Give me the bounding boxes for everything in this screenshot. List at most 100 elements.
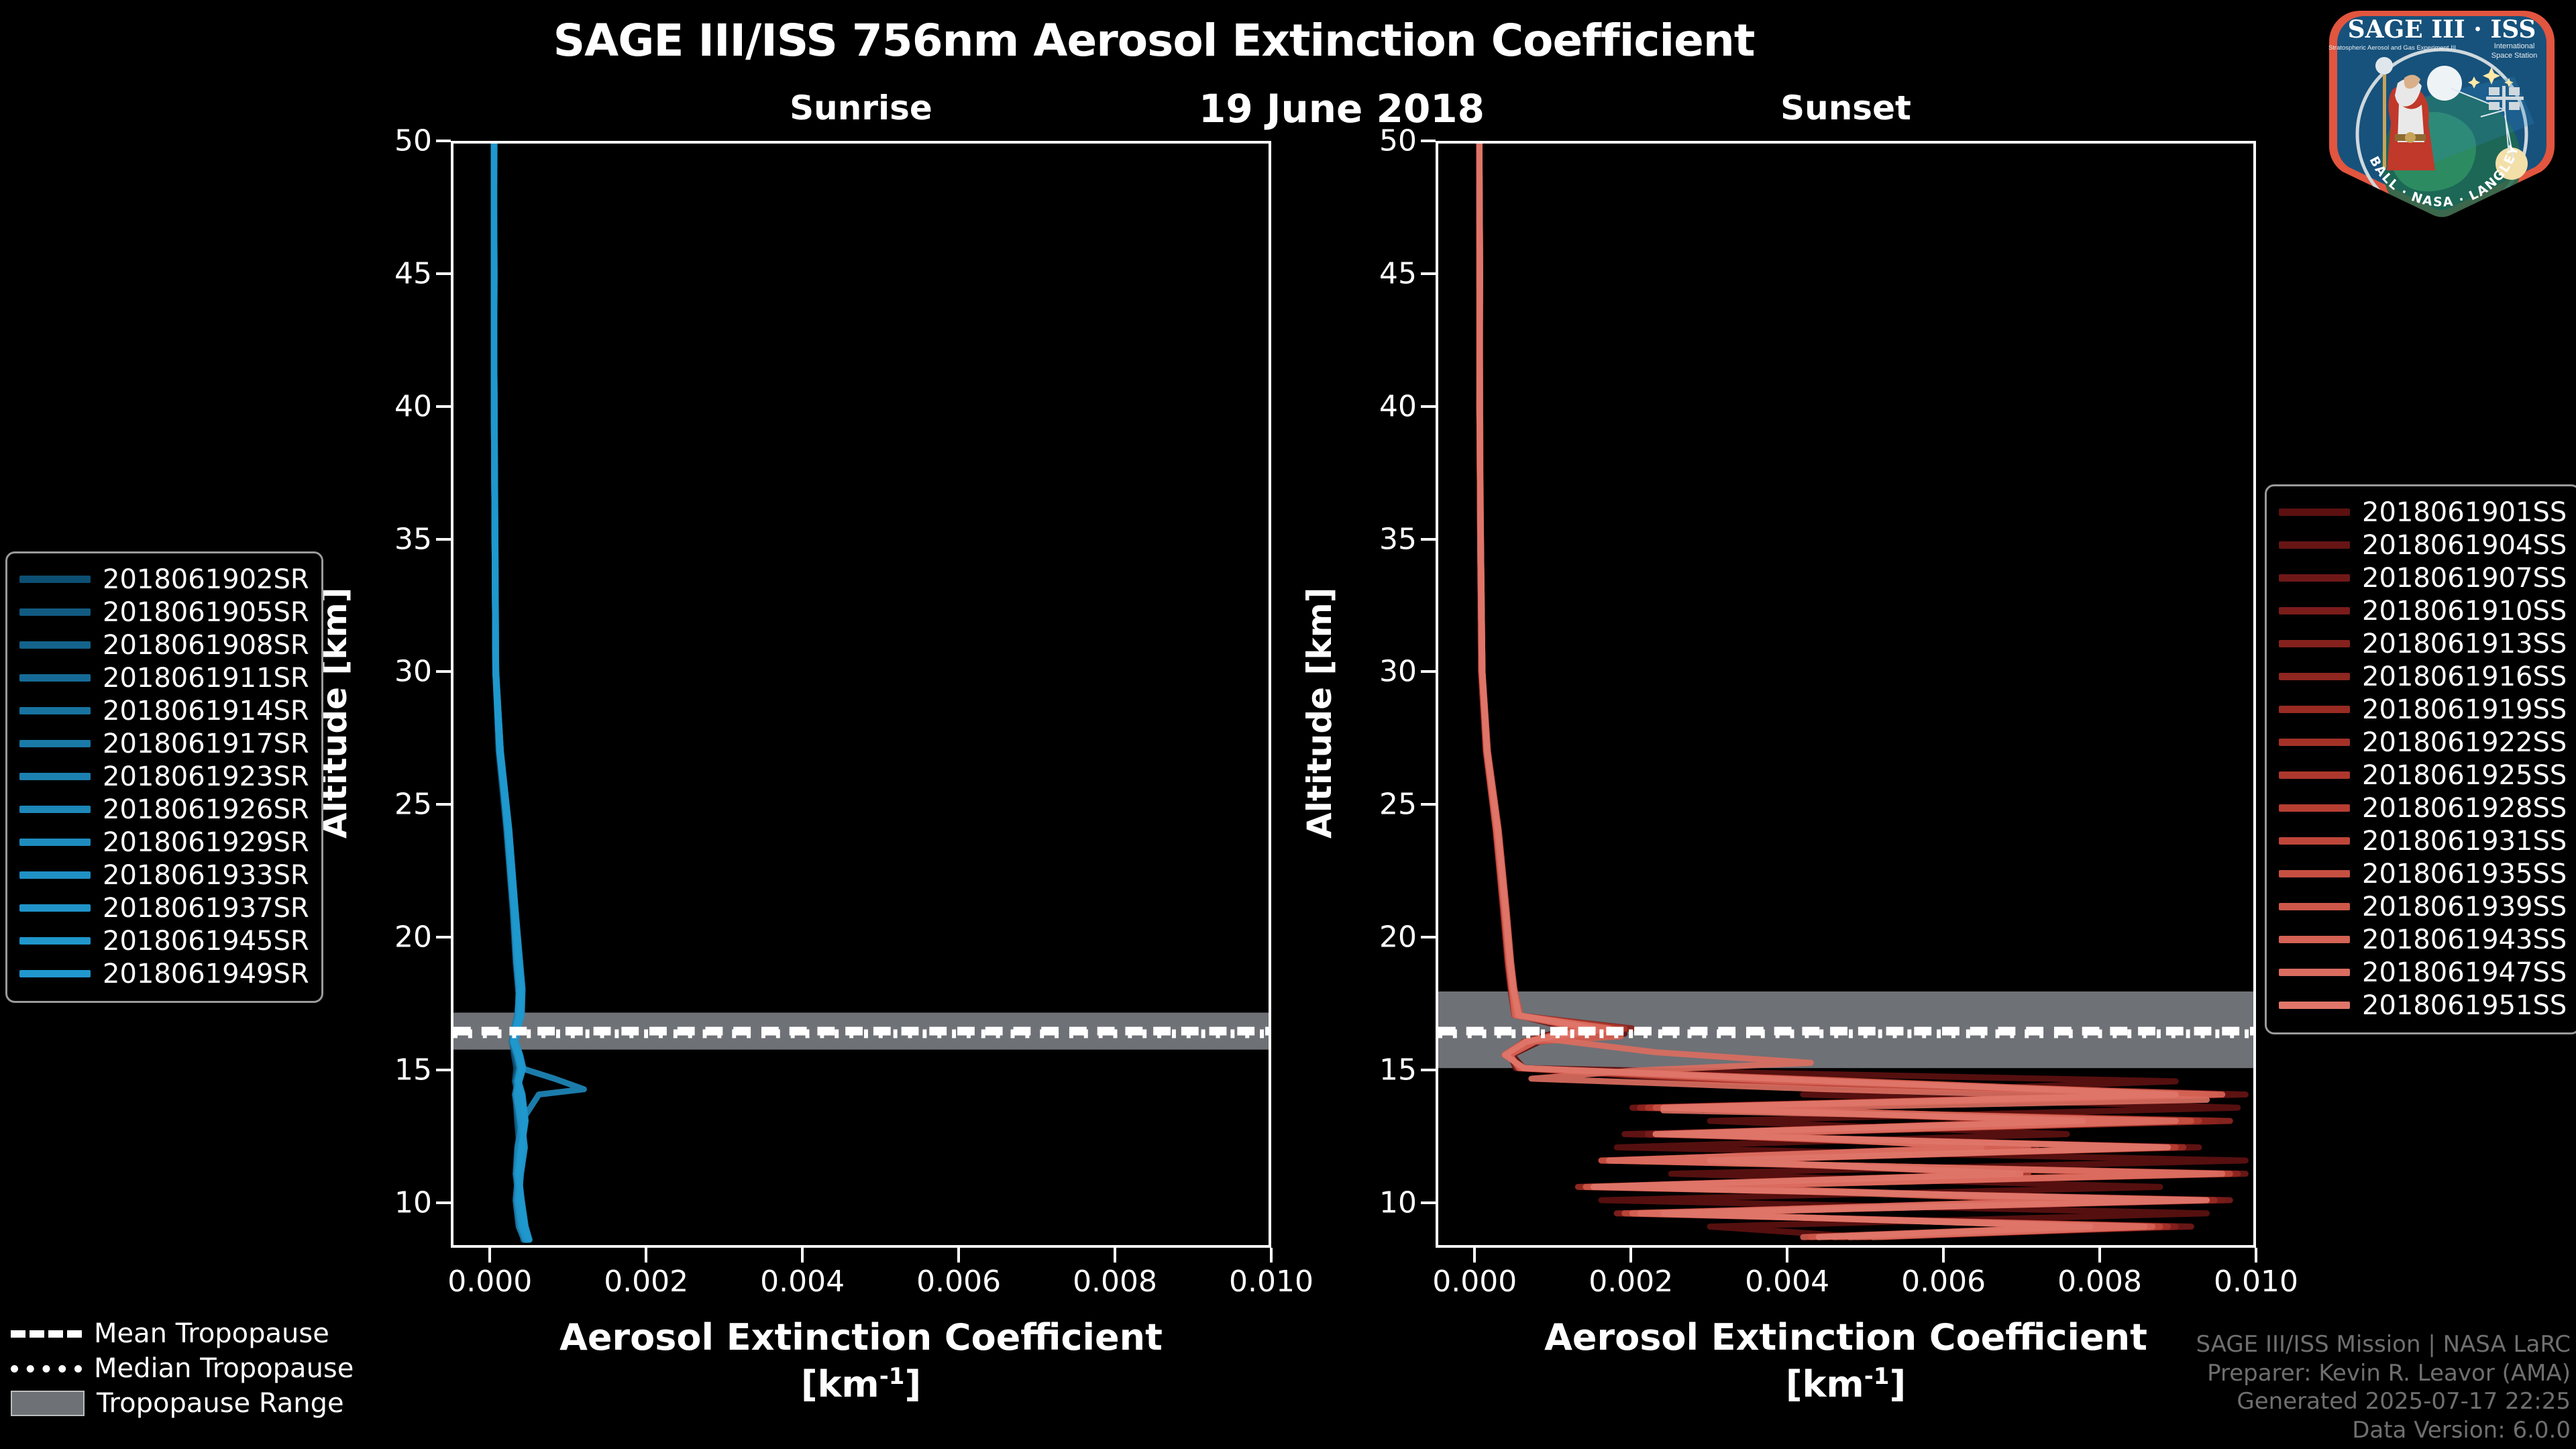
sunrise-legend-item[interactable]: 2018061929SR [19,826,309,859]
sunset-legend-color-swatch [2279,1002,2350,1009]
sunrise-legend[interactable]: 2018061902SR 2018061905SR 2018061908SR 2018… [5,551,323,1003]
sunset-y-tick-label: 15 [1379,1053,1417,1087]
sunrise-legend-item[interactable]: 2018061917SR [19,727,309,760]
sunrise-y-tick-label: 50 [394,123,432,158]
sunrise-legend-color-swatch [19,970,91,977]
unit-exponent: -1 [879,1363,905,1390]
sunset-legend-color-swatch [2279,640,2350,647]
sunset-legend-color-swatch [2279,607,2350,614]
legend-label-median-tropopause: Median Tropopause [94,1353,354,1384]
sunrise-legend-item[interactable]: 2018061933SR [19,859,309,892]
sunset-legend-color-swatch [2279,903,2350,910]
sunset-legend-label: 2018061907SS [2362,562,2567,594]
legend-item-mean-tropopause: Mean Tropopause [11,1316,354,1351]
data-series-line [490,144,587,1243]
sunset-legend-color-swatch [2279,936,2350,943]
sunset-x-tick-label: 0.006 [1901,1265,1986,1299]
sunset-y-tick-mark [1421,670,1436,674]
sunset-legend-item[interactable]: 2018061922SS [2279,726,2567,759]
sunset-legend-label: 2018061931SS [2362,825,2567,857]
sunrise-legend-color-swatch [19,871,91,879]
legend-label-mean-tropopause: Mean Tropopause [94,1318,329,1349]
legend-item-tropopause-range: Tropopause Range [11,1386,354,1421]
sunset-legend-color-swatch [2279,541,2350,549]
sunset-legend-color-swatch [2279,706,2350,713]
sunrise-x-tick-label: 0.002 [604,1265,689,1299]
sunset-legend-label: 2018061904SS [2362,529,2567,561]
credits-block: SAGE III/ISS Mission | NASA LaRC Prepare… [2196,1330,2571,1445]
sunset-legend-color-swatch [2279,673,2350,680]
sunset-legend-item[interactable]: 2018061919SS [2279,693,2567,726]
sunset-x-tick-label: 0.004 [1745,1265,1830,1299]
sunset-legend-label: 2018061928SS [2362,792,2567,824]
sunset-legend-item[interactable]: 2018061947SS [2279,956,2567,989]
logo-subtitle-left: Stratospheric Aerosol and Gas Experiment… [2328,44,2456,52]
sunset-x-tick-mark [1473,1248,1477,1263]
credit-line-mission: SAGE III/ISS Mission | NASA LaRC [2196,1330,2571,1358]
sunrise-legend-item[interactable]: 2018061908SR [19,629,309,661]
sunrise-y-tick-mark [436,272,451,275]
sunrise-legend-item[interactable]: 2018061902SR [19,563,309,596]
sunset-y-tick-label: 40 [1379,389,1417,424]
sunrise-legend-item[interactable]: 2018061911SR [19,661,309,694]
sunset-y-tick-label: 25 [1379,787,1417,822]
sunset-legend-item[interactable]: 2018061939SS [2279,890,2567,923]
sunrise-legend-label: 2018061926SR [103,794,309,825]
sunset-y-tick-mark [1421,803,1436,806]
sunset-y-tick-mark [1421,1068,1436,1071]
sunset-x-tick-label: 0.010 [2214,1265,2298,1299]
sunset-legend-item[interactable]: 2018061935SS [2279,857,2567,890]
sunrise-legend-color-swatch [19,937,91,945]
sunrise-legend-color-swatch [19,740,91,747]
sunrise-y-tick-mark [436,537,451,541]
sunset-x-tick-mark [1629,1248,1633,1263]
sunrise-x-tick-mark [1270,1248,1273,1263]
sunset-legend-item[interactable]: 2018061913SS [2279,627,2567,660]
sunrise-x-axis-unit: [km-1] [451,1363,1271,1405]
sunrise-y-tick-label: 25 [394,787,432,822]
sunset-legend-label: 2018061916SS [2362,661,2567,692]
sunset-legend-item[interactable]: 2018061907SS [2279,561,2567,594]
logo-subtitle-right-2: Space Station [2491,52,2538,60]
sunset-legend-item[interactable]: 2018061928SS [2279,792,2567,824]
sunset-legend-item[interactable]: 2018061931SS [2279,824,2567,857]
sunrise-legend-item[interactable]: 2018061926SR [19,793,309,826]
sunrise-legend-label: 2018061911SR [103,662,309,694]
sunrise-y-tick-label: 10 [394,1185,432,1220]
sunset-legend-item[interactable]: 2018061916SS [2279,660,2567,693]
sunrise-legend-item[interactable]: 2018061945SR [19,924,309,957]
sunrise-legend-item[interactable]: 2018061905SR [19,596,309,629]
logo-title-group: SAGE III · ISS Stratospheric Aerosol and… [2328,15,2537,60]
sunset-legend-label: 2018061901SS [2362,496,2567,528]
sunset-legend-label: 2018061922SS [2362,727,2567,758]
sunrise-y-tick-label: 45 [394,256,432,291]
sunset-legend-item[interactable]: 2018061910SS [2279,594,2567,627]
sunset-x-axis-unit: [km-1] [1436,1363,2256,1405]
logo-subtitle-right-1: International [2494,42,2535,50]
sunrise-legend-item[interactable]: 2018061914SR [19,694,309,727]
sunrise-legend-item[interactable]: 2018061923SR [19,760,309,793]
sunrise-legend-item[interactable]: 2018061949SR [19,957,309,990]
sunrise-x-tick-mark [957,1248,961,1263]
sunset-legend-color-swatch [2279,870,2350,877]
sunrise-y-tick-mark [436,1068,451,1071]
sunrise-legend-color-swatch [19,773,91,780]
sunset-legend-item[interactable]: 2018061951SS [2279,989,2567,1022]
sunset-legend-item[interactable]: 2018061943SS [2279,923,2567,956]
sunset-x-tick-label: 0.002 [1589,1265,1674,1299]
sunset-x-tick-mark [2098,1248,2102,1263]
logo-stars-icon [2468,67,2514,89]
sunset-legend-item[interactable]: 2018061925SS [2279,759,2567,792]
sunrise-legend-item[interactable]: 2018061937SR [19,892,309,924]
sunrise-x-axis-label: Aerosol Extinction Coefficient [559,1316,1163,1358]
sunrise-y-tick-mark [436,936,451,939]
range-band-swatch [11,1391,85,1416]
sunset-legend[interactable]: 2018061901SS 2018061904SS 2018061907SS 2018… [2265,484,2576,1034]
sunset-legend-item[interactable]: 2018061904SS [2279,529,2567,561]
sunset-legend-label: 2018061947SS [2362,957,2567,988]
sunset-legend-item[interactable]: 2018061901SS [2279,496,2567,529]
sunrise-legend-color-swatch [19,904,91,912]
sunrise-legend-color-swatch [19,641,91,649]
sunset-plot-panel [1436,141,2256,1248]
sunset-x-tick-label: 0.000 [1432,1265,1517,1299]
